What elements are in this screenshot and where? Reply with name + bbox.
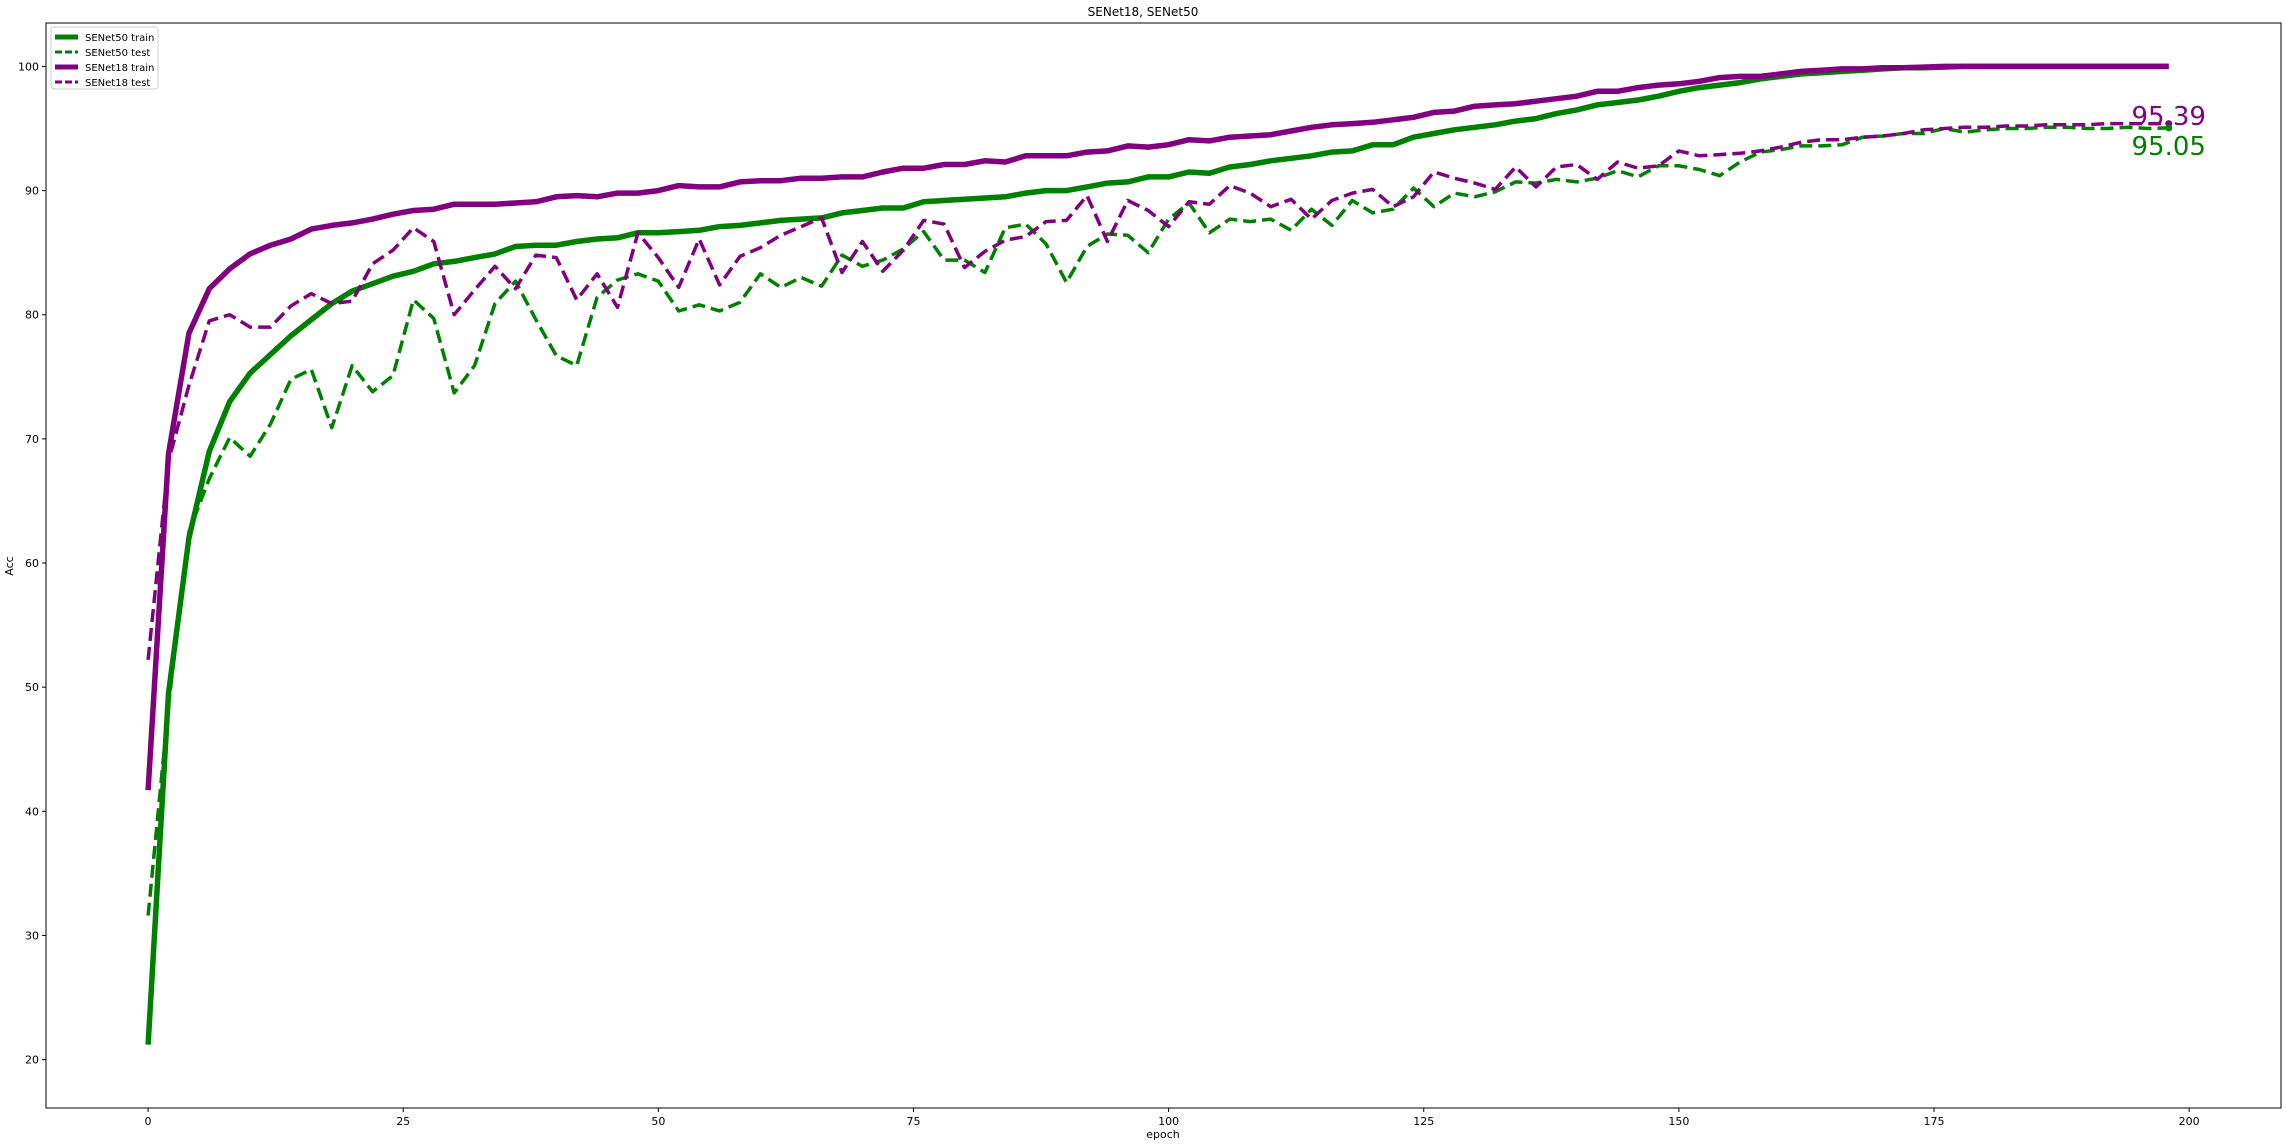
x-tick-label: 100	[1158, 1115, 1179, 1128]
x-tick-label: 50	[651, 1115, 665, 1128]
legend-label: SENet18 train	[85, 63, 154, 74]
series-line-1	[146, 125, 2169, 916]
legend-box	[50, 26, 159, 90]
legend: SENet50 train SENet50 test SENet18 train SE…	[50, 26, 159, 90]
series-line-3	[146, 121, 2169, 660]
x-tick-label: 0	[145, 1115, 152, 1128]
y-tick-label: 30	[25, 929, 39, 942]
x-tick-label: 150	[1668, 1115, 1689, 1128]
x-tick-label: 125	[1413, 1115, 1434, 1128]
series-line-2	[145, 63, 2169, 791]
x-axis-label: epoch	[1146, 1128, 1180, 1141]
x-tick-label: 175	[1924, 1115, 1945, 1128]
x-tick-label: 75	[906, 1115, 920, 1128]
y-tick-label: 70	[25, 433, 39, 446]
y-tick-label: 90	[25, 185, 39, 198]
x-tick-label: 25	[396, 1115, 410, 1128]
legend-label: SENet50 test	[85, 48, 150, 59]
series-lines	[145, 63, 2169, 1045]
y-axis-label: Acc	[3, 556, 16, 575]
chart-title: SENet18, SENet50	[1088, 5, 1199, 19]
y-tick-label: 40	[25, 805, 39, 818]
legend-label: SENet18 test	[85, 78, 150, 89]
y-tick-label: 50	[25, 681, 39, 694]
plot-frame	[45, 22, 2282, 1109]
annotation-point	[2165, 124, 2173, 132]
y-tick-label: 80	[25, 309, 39, 322]
series-line-0	[145, 63, 2169, 1045]
axis-ticks: 0 25 50 75 100 125 150 175 200 20 30 40 50 60 70 80 90 10…	[18, 60, 2200, 1128]
annotation-label: 95.05	[2132, 132, 2206, 162]
y-tick-label: 20	[25, 1054, 39, 1067]
y-tick-label: 100	[18, 60, 39, 73]
x-tick-label: 200	[2179, 1115, 2200, 1128]
y-tick-label: 60	[25, 557, 39, 570]
legend-label: SENet50 train	[85, 33, 154, 44]
